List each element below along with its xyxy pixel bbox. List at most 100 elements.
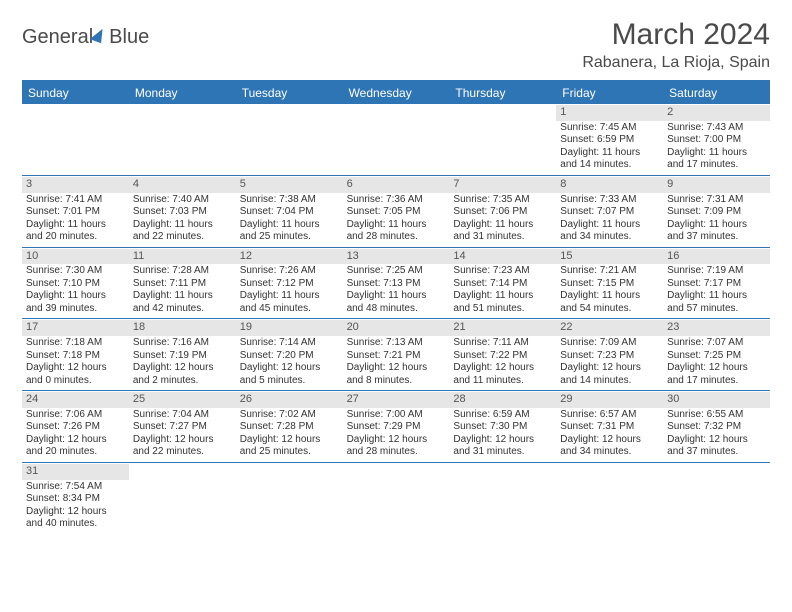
cell-line: Sunrise: 7:25 AM — [347, 265, 446, 278]
calendar-cell: 25Sunrise: 7:04 AMSunset: 7:27 PMDayligh… — [129, 391, 236, 462]
cell-line: and 20 minutes. — [26, 446, 125, 459]
cell-line: and 54 minutes. — [560, 303, 659, 316]
calendar-cell: 19Sunrise: 7:14 AMSunset: 7:20 PMDayligh… — [236, 319, 343, 390]
cell-line: Daylight: 12 hours — [667, 362, 766, 375]
cell-line: Sunset: 7:17 PM — [667, 278, 766, 291]
weekday-label: Tuesday — [236, 82, 343, 104]
cell-line: Sunset: 7:28 PM — [240, 421, 339, 434]
day-number: 27 — [343, 392, 450, 408]
day-number: 22 — [556, 320, 663, 336]
cell-line: and 17 minutes. — [667, 375, 766, 388]
calendar-cell: 1Sunrise: 7:45 AMSunset: 6:59 PMDaylight… — [556, 104, 663, 175]
day-number: 31 — [22, 464, 129, 480]
calendar-cell: 15Sunrise: 7:21 AMSunset: 7:15 PMDayligh… — [556, 248, 663, 319]
cell-line: Sunrise: 7:21 AM — [560, 265, 659, 278]
day-number: 15 — [556, 249, 663, 265]
cell-line: Sunset: 7:15 PM — [560, 278, 659, 291]
cell-line: Sunrise: 7:19 AM — [667, 265, 766, 278]
calendar-cell: 7Sunrise: 7:35 AMSunset: 7:06 PMDaylight… — [449, 176, 556, 247]
weekday-label: Wednesday — [343, 82, 450, 104]
cell-line: and 2 minutes. — [133, 375, 232, 388]
calendar-cell — [22, 104, 129, 175]
cell-line: Sunrise: 7:45 AM — [560, 122, 659, 135]
calendar-cell: 30Sunrise: 6:55 AMSunset: 7:32 PMDayligh… — [663, 391, 770, 462]
day-number: 10 — [22, 249, 129, 265]
cell-line: Sunrise: 7:16 AM — [133, 337, 232, 350]
cell-line: Daylight: 11 hours — [667, 147, 766, 160]
day-number — [343, 105, 450, 121]
cell-line: Daylight: 12 hours — [26, 362, 125, 375]
cell-line: Daylight: 11 hours — [133, 290, 232, 303]
cell-line: Sunset: 7:26 PM — [26, 421, 125, 434]
calendar: Sunday Monday Tuesday Wednesday Thursday… — [22, 80, 770, 534]
cell-line: Daylight: 11 hours — [453, 290, 552, 303]
cell-line: and 14 minutes. — [560, 375, 659, 388]
calendar-cell — [343, 463, 450, 534]
calendar-week: 31Sunrise: 7:54 AMSunset: 8:34 PMDayligh… — [22, 463, 770, 534]
calendar-cell: 27Sunrise: 7:00 AMSunset: 7:29 PMDayligh… — [343, 391, 450, 462]
calendar-cell: 11Sunrise: 7:28 AMSunset: 7:11 PMDayligh… — [129, 248, 236, 319]
calendar-week: 24Sunrise: 7:06 AMSunset: 7:26 PMDayligh… — [22, 391, 770, 463]
cell-line: Daylight: 11 hours — [560, 147, 659, 160]
calendar-cell: 6Sunrise: 7:36 AMSunset: 7:05 PMDaylight… — [343, 176, 450, 247]
cell-line: Sunset: 7:23 PM — [560, 350, 659, 363]
cell-line: Daylight: 12 hours — [133, 434, 232, 447]
cell-line: and 11 minutes. — [453, 375, 552, 388]
day-number — [129, 464, 236, 480]
cell-line: Sunset: 8:34 PM — [26, 493, 125, 506]
calendar-cell: 18Sunrise: 7:16 AMSunset: 7:19 PMDayligh… — [129, 319, 236, 390]
cell-line: Daylight: 11 hours — [347, 290, 446, 303]
calendar-cell — [129, 104, 236, 175]
day-number: 16 — [663, 249, 770, 265]
cell-line: Sunset: 7:11 PM — [133, 278, 232, 291]
cell-line: Daylight: 11 hours — [26, 290, 125, 303]
day-number: 2 — [663, 105, 770, 121]
cell-line: and 28 minutes. — [347, 231, 446, 244]
calendar-cell: 16Sunrise: 7:19 AMSunset: 7:17 PMDayligh… — [663, 248, 770, 319]
calendar-week: 1Sunrise: 7:45 AMSunset: 6:59 PMDaylight… — [22, 104, 770, 176]
cell-line: Sunset: 7:19 PM — [133, 350, 232, 363]
day-number: 14 — [449, 249, 556, 265]
cell-line: Daylight: 12 hours — [560, 434, 659, 447]
calendar-cell — [236, 104, 343, 175]
cell-line: Sunset: 7:13 PM — [347, 278, 446, 291]
cell-line: and 37 minutes. — [667, 446, 766, 459]
day-number: 11 — [129, 249, 236, 265]
calendar-cell: 20Sunrise: 7:13 AMSunset: 7:21 PMDayligh… — [343, 319, 450, 390]
cell-line: Daylight: 11 hours — [347, 219, 446, 232]
day-number: 28 — [449, 392, 556, 408]
calendar-week: 10Sunrise: 7:30 AMSunset: 7:10 PMDayligh… — [22, 248, 770, 320]
calendar-cell: 26Sunrise: 7:02 AMSunset: 7:28 PMDayligh… — [236, 391, 343, 462]
cell-line: Daylight: 12 hours — [453, 434, 552, 447]
day-number: 13 — [343, 249, 450, 265]
calendar-cell: 14Sunrise: 7:23 AMSunset: 7:14 PMDayligh… — [449, 248, 556, 319]
cell-line: Sunset: 7:18 PM — [26, 350, 125, 363]
calendar-cell: 21Sunrise: 7:11 AMSunset: 7:22 PMDayligh… — [449, 319, 556, 390]
cell-line: Daylight: 11 hours — [667, 219, 766, 232]
day-number: 1 — [556, 105, 663, 121]
cell-line: Sunset: 7:31 PM — [560, 421, 659, 434]
day-number — [449, 105, 556, 121]
calendar-cell: 22Sunrise: 7:09 AMSunset: 7:23 PMDayligh… — [556, 319, 663, 390]
cell-line: and 31 minutes. — [453, 231, 552, 244]
day-number — [236, 105, 343, 121]
day-number: 29 — [556, 392, 663, 408]
cell-line: Sunset: 7:20 PM — [240, 350, 339, 363]
cell-line: and 25 minutes. — [240, 446, 339, 459]
cell-line: Sunrise: 6:55 AM — [667, 409, 766, 422]
calendar-cell: 29Sunrise: 6:57 AMSunset: 7:31 PMDayligh… — [556, 391, 663, 462]
day-number — [556, 464, 663, 480]
cell-line: Sunrise: 7:41 AM — [26, 194, 125, 207]
calendar-cell: 10Sunrise: 7:30 AMSunset: 7:10 PMDayligh… — [22, 248, 129, 319]
calendar-cell: 5Sunrise: 7:38 AMSunset: 7:04 PMDaylight… — [236, 176, 343, 247]
cell-line: Sunrise: 7:02 AM — [240, 409, 339, 422]
weekday-label: Sunday — [22, 82, 129, 104]
day-number: 17 — [22, 320, 129, 336]
cell-line: Daylight: 12 hours — [26, 506, 125, 519]
cell-line: and 39 minutes. — [26, 303, 125, 316]
cell-line: and 14 minutes. — [560, 159, 659, 172]
calendar-cell: 12Sunrise: 7:26 AMSunset: 7:12 PMDayligh… — [236, 248, 343, 319]
calendar-cell — [449, 104, 556, 175]
calendar-cell: 13Sunrise: 7:25 AMSunset: 7:13 PMDayligh… — [343, 248, 450, 319]
cell-line: Daylight: 12 hours — [133, 362, 232, 375]
